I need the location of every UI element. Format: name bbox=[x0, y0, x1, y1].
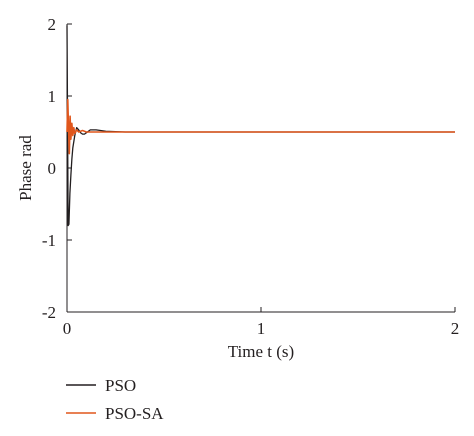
y-tick-label: 0 bbox=[48, 159, 57, 178]
legend: PSO PSO-SA bbox=[66, 376, 164, 423]
x-ticks: 0 1 2 bbox=[63, 307, 460, 338]
x-tick-label: 1 bbox=[257, 319, 266, 338]
legend-label-pso-sa: PSO-SA bbox=[105, 404, 164, 423]
x-axis-title: Time t (s) bbox=[228, 342, 294, 361]
legend-label-pso: PSO bbox=[105, 376, 136, 395]
x-tick-label: 0 bbox=[63, 319, 72, 338]
y-tick-label: -2 bbox=[42, 303, 56, 322]
x-tick-label: 2 bbox=[451, 319, 460, 338]
y-ticks: -2 -1 0 1 2 bbox=[42, 15, 72, 322]
y-tick-label: 1 bbox=[48, 87, 57, 106]
series-layer bbox=[66, 25, 455, 227]
series-line-pso bbox=[66, 25, 455, 227]
y-axis-title: Phase rad bbox=[16, 135, 35, 201]
y-tick-label: 2 bbox=[48, 15, 57, 34]
series-line-pso-sa bbox=[66, 98, 455, 155]
y-tick-label: -1 bbox=[42, 231, 56, 250]
